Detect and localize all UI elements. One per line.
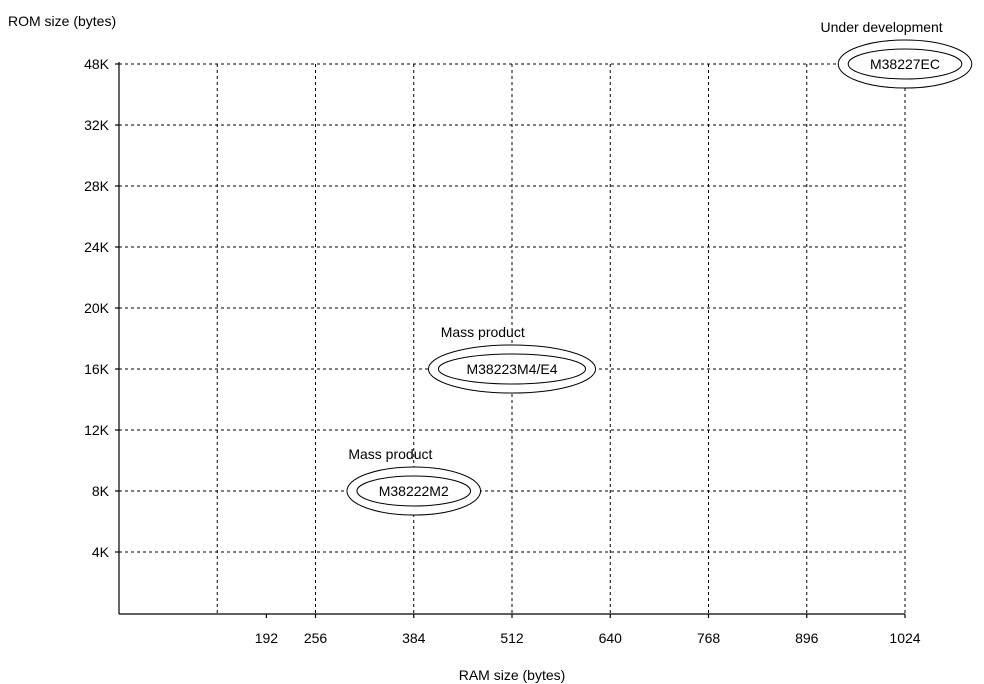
point-status: Mass product: [348, 446, 432, 462]
y-axis-title: ROM size (bytes): [8, 13, 116, 29]
y-tick-label: 8K: [92, 483, 110, 499]
point-label: M38223M4/E4: [466, 361, 557, 377]
x-tick-label: 768: [697, 630, 721, 646]
x-tick-label: 192: [255, 630, 279, 646]
data-point: M38223M4/E4 Mass product: [427, 324, 597, 394]
point-status: Under development: [821, 19, 943, 35]
data-points: M38222M2 Mass product M38223M4/E4 Mass prod…: [346, 19, 973, 516]
point-inner-ellipse: [356, 475, 472, 507]
y-tick-label: 12K: [84, 422, 110, 438]
y-tick-label: 48K: [84, 56, 110, 72]
point-status: Mass product: [441, 324, 525, 340]
x-tick-label: 896: [795, 630, 819, 646]
point-label: M38222M2: [379, 483, 449, 499]
y-tick-label: 4K: [92, 544, 110, 560]
y-tick-label: 16K: [84, 361, 110, 377]
tick-labels: 4K 8K 12K 16K 20K 24K 28K 32K 48K 192 256 384 512 640…: [84, 56, 921, 646]
point-label: M38227EC: [870, 56, 940, 72]
point-inner-ellipse: [437, 353, 587, 385]
x-tick-label: 640: [599, 630, 623, 646]
x-tick-label: 384: [402, 630, 426, 646]
y-tick-label: 24K: [84, 239, 110, 255]
data-point: M38227EC Under development: [821, 19, 973, 89]
x-tick-label: 1024: [889, 630, 920, 646]
x-tick-label: 512: [500, 630, 524, 646]
point-inner-ellipse: [847, 48, 963, 80]
x-tick-label: 256: [304, 630, 328, 646]
y-tick-label: 32K: [84, 117, 110, 133]
data-point: M38222M2 Mass product: [346, 446, 482, 516]
axes: [115, 62, 906, 618]
y-tick-label: 28K: [84, 178, 110, 194]
x-axis-title: RAM size (bytes): [459, 667, 566, 683]
y-tick-label: 20K: [84, 300, 110, 316]
